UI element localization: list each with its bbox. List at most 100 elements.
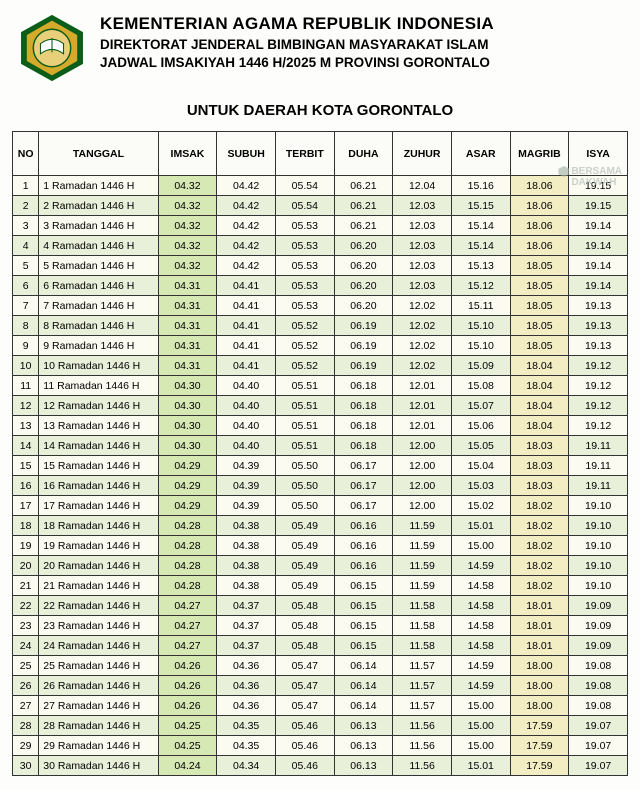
- table-row: 1414 Ramadan 1446 H04.3004.4005.5106.181…: [13, 436, 628, 456]
- cell-time: 15.12: [451, 276, 510, 296]
- cell-time: 12.02: [393, 336, 452, 356]
- cell-date: 20 Ramadan 1446 H: [39, 556, 158, 576]
- cell-time: 18.02: [510, 516, 569, 536]
- cell-time: 04.28: [158, 536, 217, 556]
- cell-time: 05.53: [275, 216, 334, 236]
- cell-time: 04.36: [217, 656, 276, 676]
- table-row: 55 Ramadan 1446 H04.3204.4205.5306.2012.…: [13, 256, 628, 276]
- cell-time: 14.58: [451, 636, 510, 656]
- cell-time: 18.00: [510, 656, 569, 676]
- cell-no: 1: [13, 176, 39, 196]
- table-row: 44 Ramadan 1446 H04.3204.4205.5306.2012.…: [13, 236, 628, 256]
- cell-date: 21 Ramadan 1446 H: [39, 576, 158, 596]
- cell-no: 22: [13, 596, 39, 616]
- cell-time: 11.59: [393, 576, 452, 596]
- cell-time: 05.54: [275, 176, 334, 196]
- cell-time: 04.30: [158, 416, 217, 436]
- cell-time: 15.00: [451, 716, 510, 736]
- cell-time: 05.53: [275, 236, 334, 256]
- cell-time: 06.20: [334, 296, 393, 316]
- cell-time: 05.47: [275, 656, 334, 676]
- cell-time: 19.08: [569, 676, 628, 696]
- cell-time: 06.19: [334, 336, 393, 356]
- cell-no: 24: [13, 636, 39, 656]
- cell-time: 06.17: [334, 476, 393, 496]
- cell-no: 21: [13, 576, 39, 596]
- title-sub1: DIREKTORAT JENDERAL BIMBINGAN MASYARAKAT…: [100, 37, 494, 52]
- cell-time: 18.06: [510, 176, 569, 196]
- table-row: 3030 Ramadan 1446 H04.2404.3405.4606.131…: [13, 756, 628, 776]
- cell-time: 19.07: [569, 716, 628, 736]
- table-row: 1515 Ramadan 1446 H04.2904.3905.5006.171…: [13, 456, 628, 476]
- cell-time: 19.13: [569, 316, 628, 336]
- cell-time: 19.12: [569, 416, 628, 436]
- cell-time: 04.34: [217, 756, 276, 776]
- cell-no: 27: [13, 696, 39, 716]
- cell-time: 05.50: [275, 476, 334, 496]
- cell-time: 15.03: [451, 476, 510, 496]
- cell-time: 06.16: [334, 556, 393, 576]
- cell-time: 18.05: [510, 276, 569, 296]
- cell-time: 06.15: [334, 576, 393, 596]
- cell-time: 19.08: [569, 656, 628, 676]
- cell-time: 12.03: [393, 216, 452, 236]
- cell-time: 18.03: [510, 476, 569, 496]
- cell-time: 04.25: [158, 716, 217, 736]
- table-row: 88 Ramadan 1446 H04.3104.4105.5206.1912.…: [13, 316, 628, 336]
- cell-time: 19.08: [569, 696, 628, 716]
- table-row: 2626 Ramadan 1446 H04.2604.3605.4706.141…: [13, 676, 628, 696]
- cell-date: 3 Ramadan 1446 H: [39, 216, 158, 236]
- cell-time: 18.01: [510, 636, 569, 656]
- cell-time: 04.32: [158, 196, 217, 216]
- cell-time: 06.21: [334, 176, 393, 196]
- cell-time: 05.51: [275, 376, 334, 396]
- cell-date: 23 Ramadan 1446 H: [39, 616, 158, 636]
- cell-time: 06.18: [334, 376, 393, 396]
- cell-time: 04.24: [158, 756, 217, 776]
- cell-date: 7 Ramadan 1446 H: [39, 296, 158, 316]
- cell-date: 1 Ramadan 1446 H: [39, 176, 158, 196]
- table-row: 2727 Ramadan 1446 H04.2604.3605.4706.141…: [13, 696, 628, 716]
- cell-time: 11.57: [393, 676, 452, 696]
- cell-time: 05.48: [275, 636, 334, 656]
- cell-time: 11.56: [393, 736, 452, 756]
- cell-time: 19.12: [569, 396, 628, 416]
- header-text-block: KEMENTERIAN AGAMA REPUBLIK INDONESIA DIR…: [100, 12, 494, 70]
- cell-time: 05.53: [275, 256, 334, 276]
- cell-time: 18.04: [510, 376, 569, 396]
- cell-time: 05.49: [275, 576, 334, 596]
- cell-time: 04.29: [158, 496, 217, 516]
- cell-time: 15.07: [451, 396, 510, 416]
- col-header: TERBIT: [275, 132, 334, 176]
- table-row: 2323 Ramadan 1446 H04.2704.3705.4806.151…: [13, 616, 628, 636]
- table-row: 2121 Ramadan 1446 H04.2804.3805.4906.151…: [13, 576, 628, 596]
- cell-time: 18.05: [510, 316, 569, 336]
- cell-time: 11.57: [393, 656, 452, 676]
- cell-time: 12.00: [393, 456, 452, 476]
- cell-time: 06.19: [334, 356, 393, 376]
- cell-time: 04.27: [158, 636, 217, 656]
- cell-time: 15.01: [451, 756, 510, 776]
- cell-time: 05.48: [275, 616, 334, 636]
- col-header: SUBUH: [217, 132, 276, 176]
- cell-time: 15.00: [451, 736, 510, 756]
- cell-time: 12.03: [393, 196, 452, 216]
- table-row: 1212 Ramadan 1446 H04.3004.4005.5106.181…: [13, 396, 628, 416]
- cell-no: 17: [13, 496, 39, 516]
- table-row: 22 Ramadan 1446 H04.3204.4205.5406.2112.…: [13, 196, 628, 216]
- cell-time: 04.30: [158, 376, 217, 396]
- cell-time: 04.38: [217, 576, 276, 596]
- cell-no: 30: [13, 756, 39, 776]
- cell-time: 18.00: [510, 696, 569, 716]
- cell-time: 05.51: [275, 396, 334, 416]
- cell-time: 11.56: [393, 716, 452, 736]
- cell-time: 18.06: [510, 196, 569, 216]
- cell-time: 11.59: [393, 556, 452, 576]
- cell-time: 04.31: [158, 356, 217, 376]
- cell-time: 12.03: [393, 256, 452, 276]
- cell-no: 10: [13, 356, 39, 376]
- cell-time: 04.38: [217, 536, 276, 556]
- col-header: TANGGAL: [39, 132, 158, 176]
- col-header: DUHA: [334, 132, 393, 176]
- cell-time: 15.02: [451, 496, 510, 516]
